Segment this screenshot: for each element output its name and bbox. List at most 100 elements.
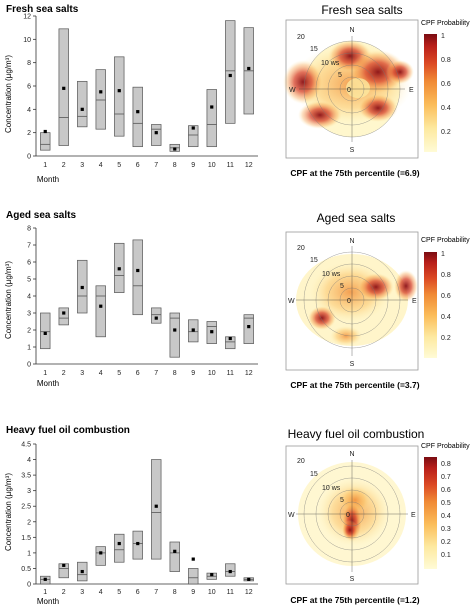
ring-label: 5 <box>340 283 344 290</box>
polar-caption: CPF at the 75th percentile (=6.9) <box>290 168 419 178</box>
x-tick-label: 12 <box>245 589 253 596</box>
colorbar-tick: 0.5 <box>441 500 451 507</box>
mean-marker <box>228 73 232 78</box>
box-month-4 <box>95 285 106 338</box>
mean-marker <box>62 311 66 315</box>
y-tick-label: 3.5 <box>21 473 31 480</box>
y-tick-label: 0.5 <box>21 566 31 573</box>
y-tick-label: 12 <box>23 14 31 21</box>
x-tick-label: 8 <box>173 162 177 169</box>
box-month-4 <box>95 69 106 130</box>
colorbar-title: CPF Probability <box>421 20 470 27</box>
ring-label: 20 <box>297 34 305 41</box>
colorbar-tick: 0.1 <box>441 552 451 559</box>
y-tick-label: 1.5 <box>21 535 31 542</box>
mean-marker <box>191 557 195 561</box>
colorbar <box>424 34 437 152</box>
x-axis-label: Month <box>37 379 59 388</box>
ring-label: 10 ws <box>322 271 341 278</box>
box-month-12 <box>243 314 254 344</box>
colorbar-tick: 1 <box>441 251 445 258</box>
y-tick-label: 4 <box>27 457 31 464</box>
box-month-6 <box>132 239 143 316</box>
polar-caption: CPF at the 75th percentile (=1.2) <box>290 595 419 605</box>
colorbar <box>424 252 437 358</box>
mean-marker <box>99 90 103 94</box>
polar-title: Heavy fuel oil combustion <box>288 427 425 441</box>
mean-marker <box>117 541 121 546</box>
box-chart-aged-sea-salts: Aged sea salts Month Concentration (µg/m… <box>4 210 258 388</box>
polar-grid <box>299 36 405 142</box>
y-tick-label: 2.5 <box>21 504 31 511</box>
x-tick-label: 6 <box>136 589 140 596</box>
mean-marker <box>99 551 103 555</box>
colorbar-title: CPF Probability <box>421 237 470 244</box>
direction-s: S <box>350 147 355 154</box>
chart-title: Heavy fuel oil combustion <box>6 425 130 436</box>
mean-marker <box>247 66 251 71</box>
y-tick-label: 2 <box>27 130 31 137</box>
colorbar-tick: 0.6 <box>441 293 451 300</box>
direction-e: E <box>409 87 414 94</box>
colorbar-tick: 0.8 <box>441 461 451 468</box>
x-tick-label: 4 <box>99 370 103 377</box>
mean-marker <box>136 268 140 273</box>
mean-marker <box>210 573 214 577</box>
x-tick-label: 9 <box>191 370 195 377</box>
polar-cpf-fresh-sea-salts: Fresh sea salts 20 15 10 ws 5 0 <box>283 3 470 178</box>
x-tick-label: 4 <box>99 589 103 596</box>
mean-marker <box>136 110 140 114</box>
direction-s: S <box>350 361 355 368</box>
mean-marker <box>154 504 158 508</box>
x-tick-label: 8 <box>173 589 177 596</box>
y-tick-label: 1 <box>27 550 31 557</box>
mean-marker <box>80 569 84 574</box>
direction-w: W <box>288 298 295 305</box>
y-tick-label: 8 <box>27 60 31 67</box>
mean-marker <box>43 577 47 581</box>
direction-w: W <box>288 512 295 519</box>
y-tick-label: 6 <box>27 84 31 91</box>
ring-label: 15 <box>310 46 318 53</box>
colorbar-tick: 0.8 <box>441 57 451 64</box>
ring-label: 0 <box>347 298 351 305</box>
y-tick-label: 7 <box>27 243 31 250</box>
colorbar-tick: 0.2 <box>441 539 451 546</box>
x-axis-label: Month <box>37 597 59 606</box>
mean-marker <box>173 549 177 553</box>
x-tick-label: 6 <box>136 370 140 377</box>
x-tick-label: 5 <box>117 162 121 169</box>
y-tick-label: 3 <box>27 311 31 318</box>
colorbar-tick: 0.6 <box>441 81 451 88</box>
box-month-10 <box>206 89 217 148</box>
y-tick-label: 6 <box>27 260 31 267</box>
mean-marker <box>210 105 214 109</box>
polar-grid <box>296 246 408 356</box>
y-tick-label: 1 <box>27 345 31 352</box>
box-month-11 <box>225 336 236 350</box>
mean-marker <box>136 541 140 546</box>
x-tick-label: 9 <box>191 589 195 596</box>
colorbar-tick: 0.4 <box>441 314 451 321</box>
chart-title: Fresh sea salts <box>6 4 79 15</box>
box-month-5 <box>114 56 125 137</box>
x-axis-label: Month <box>37 175 59 184</box>
x-tick-label: 1 <box>43 589 47 596</box>
mean-marker <box>62 86 66 90</box>
box-month-7 <box>151 307 162 324</box>
y-tick-label: 4.5 <box>21 442 31 449</box>
ring-label: 10 ws <box>321 60 340 67</box>
ring-label: 15 <box>310 471 318 478</box>
box-month-1 <box>40 312 51 350</box>
mean-marker <box>43 129 47 134</box>
x-tick-label: 3 <box>80 370 84 377</box>
box-month-2 <box>58 307 69 326</box>
ring-label: 20 <box>297 458 305 465</box>
colorbar-tick: 1 <box>441 33 445 40</box>
direction-n: N <box>349 27 354 34</box>
box-month-6 <box>132 86 143 148</box>
mean-marker <box>154 131 158 135</box>
x-tick-label: 7 <box>154 589 158 596</box>
polar-title: Fresh sea salts <box>321 3 402 17</box>
x-tick-label: 1 <box>43 162 47 169</box>
